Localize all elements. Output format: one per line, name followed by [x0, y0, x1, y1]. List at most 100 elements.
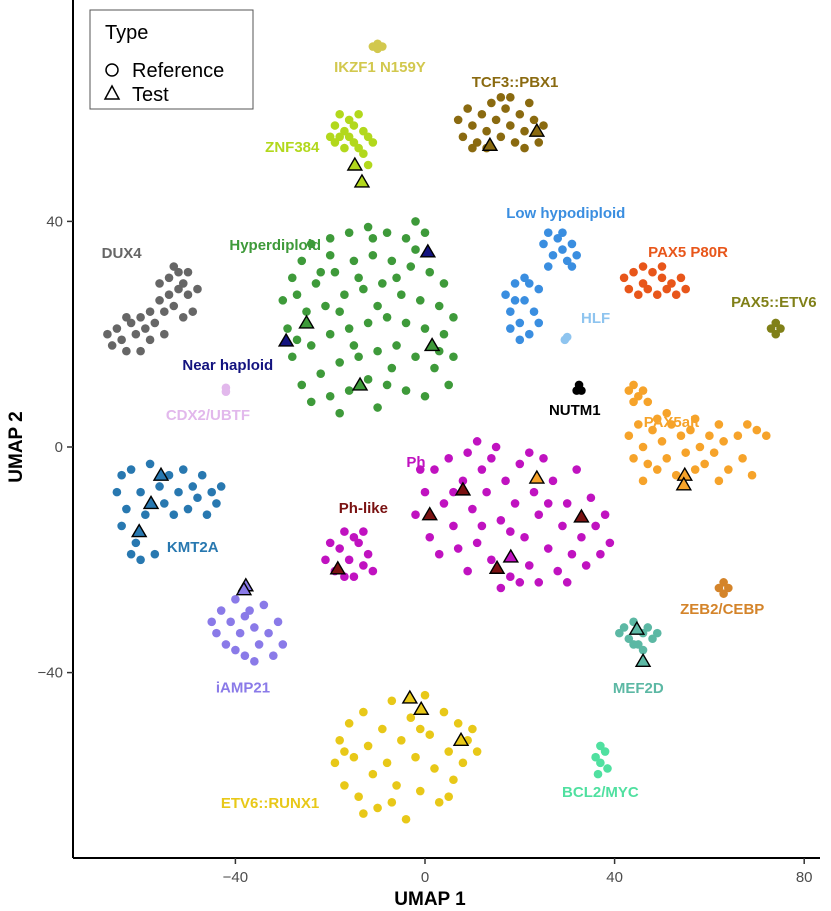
reference-point — [593, 769, 603, 779]
reference-point — [359, 809, 368, 818]
reference-point — [468, 121, 477, 130]
reference-point — [278, 296, 288, 305]
reference-point — [188, 307, 198, 316]
reference-point — [667, 279, 676, 288]
reference-point — [344, 719, 354, 728]
reference-point — [434, 798, 444, 807]
reference-point — [349, 138, 359, 147]
reference-point — [667, 420, 676, 429]
reference-point — [472, 747, 482, 756]
reference-point — [160, 499, 169, 508]
reference-point — [676, 431, 686, 441]
reference-point — [131, 538, 141, 548]
reference-point — [378, 724, 387, 734]
reference-point — [193, 493, 202, 503]
reference-point — [472, 138, 482, 147]
group-label: DUX4 — [102, 245, 143, 262]
reference-point — [643, 623, 653, 632]
reference-point — [596, 741, 605, 751]
reference-point — [657, 273, 667, 283]
reference-point — [178, 312, 188, 322]
reference-point — [558, 521, 567, 531]
group-label: HLF — [581, 310, 610, 327]
reference-point — [529, 115, 539, 125]
reference-point — [335, 132, 344, 142]
reference-point — [496, 516, 506, 525]
reference-point — [174, 267, 183, 277]
reference-point — [325, 234, 335, 243]
reference-point — [705, 431, 714, 441]
reference-point — [335, 408, 344, 418]
group-label: Ph-like — [339, 500, 388, 517]
reference-point — [714, 420, 724, 429]
reference-point — [325, 391, 335, 401]
test-point — [298, 314, 315, 329]
reference-point — [453, 115, 463, 125]
reference-point — [657, 437, 667, 446]
reference-point — [411, 752, 420, 762]
legend-entry-test: Test — [132, 84, 169, 106]
reference-point — [259, 600, 269, 610]
reference-point — [382, 380, 392, 390]
reference-point — [425, 267, 435, 277]
reference-point — [349, 121, 359, 130]
reference-point — [487, 453, 496, 463]
reference-point — [373, 803, 382, 813]
reference-point — [634, 391, 643, 401]
reference-point — [449, 521, 458, 531]
reference-point — [368, 566, 378, 576]
x-ticks: −40 0 40 80 — [223, 858, 813, 886]
reference-point — [150, 318, 160, 328]
reference-point — [524, 329, 534, 339]
reference-point — [558, 228, 567, 237]
reference-point — [382, 228, 392, 237]
reference-point — [453, 719, 463, 728]
reference-point — [543, 262, 553, 271]
reference-point — [534, 284, 544, 294]
reference-point — [501, 290, 510, 300]
reference-point — [534, 578, 544, 587]
reference-point — [235, 628, 245, 638]
reference-point — [444, 380, 454, 390]
reference-point — [648, 267, 657, 277]
reference-point — [145, 459, 155, 469]
reference-point — [515, 318, 525, 328]
test-point — [573, 508, 590, 523]
reference-point — [648, 425, 657, 435]
reference-point — [349, 341, 359, 350]
reference-point — [463, 104, 472, 113]
x-tick-label: 40 — [606, 869, 623, 886]
reference-point — [747, 470, 757, 480]
reference-point — [596, 758, 605, 768]
reference-point — [406, 262, 416, 271]
reference-point — [240, 651, 250, 660]
reference-point — [553, 234, 563, 243]
reference-point — [724, 465, 733, 474]
reference-point — [439, 329, 449, 339]
y-tick-label: 40 — [46, 213, 63, 230]
reference-point — [510, 499, 520, 508]
reference-point — [534, 138, 544, 147]
reference-point — [387, 696, 397, 706]
reference-point — [477, 521, 487, 531]
reference-point — [406, 713, 416, 723]
reference-point — [359, 707, 368, 717]
reference-point — [572, 465, 581, 474]
reference-point — [117, 335, 126, 345]
reference-point — [506, 324, 515, 333]
reference-point — [373, 403, 382, 412]
legend-title: Type — [105, 22, 148, 44]
reference-point — [340, 572, 349, 582]
group-label: Hyperdiploid — [229, 237, 321, 254]
reference-point — [496, 93, 506, 102]
reference-point — [359, 527, 368, 536]
reference-point — [776, 324, 785, 333]
test-point — [346, 156, 364, 171]
test-point — [419, 243, 437, 258]
reference-point — [302, 307, 311, 316]
test-point — [528, 469, 546, 484]
reference-point — [363, 741, 373, 751]
reference-point — [250, 623, 259, 632]
reference-point — [709, 448, 719, 457]
